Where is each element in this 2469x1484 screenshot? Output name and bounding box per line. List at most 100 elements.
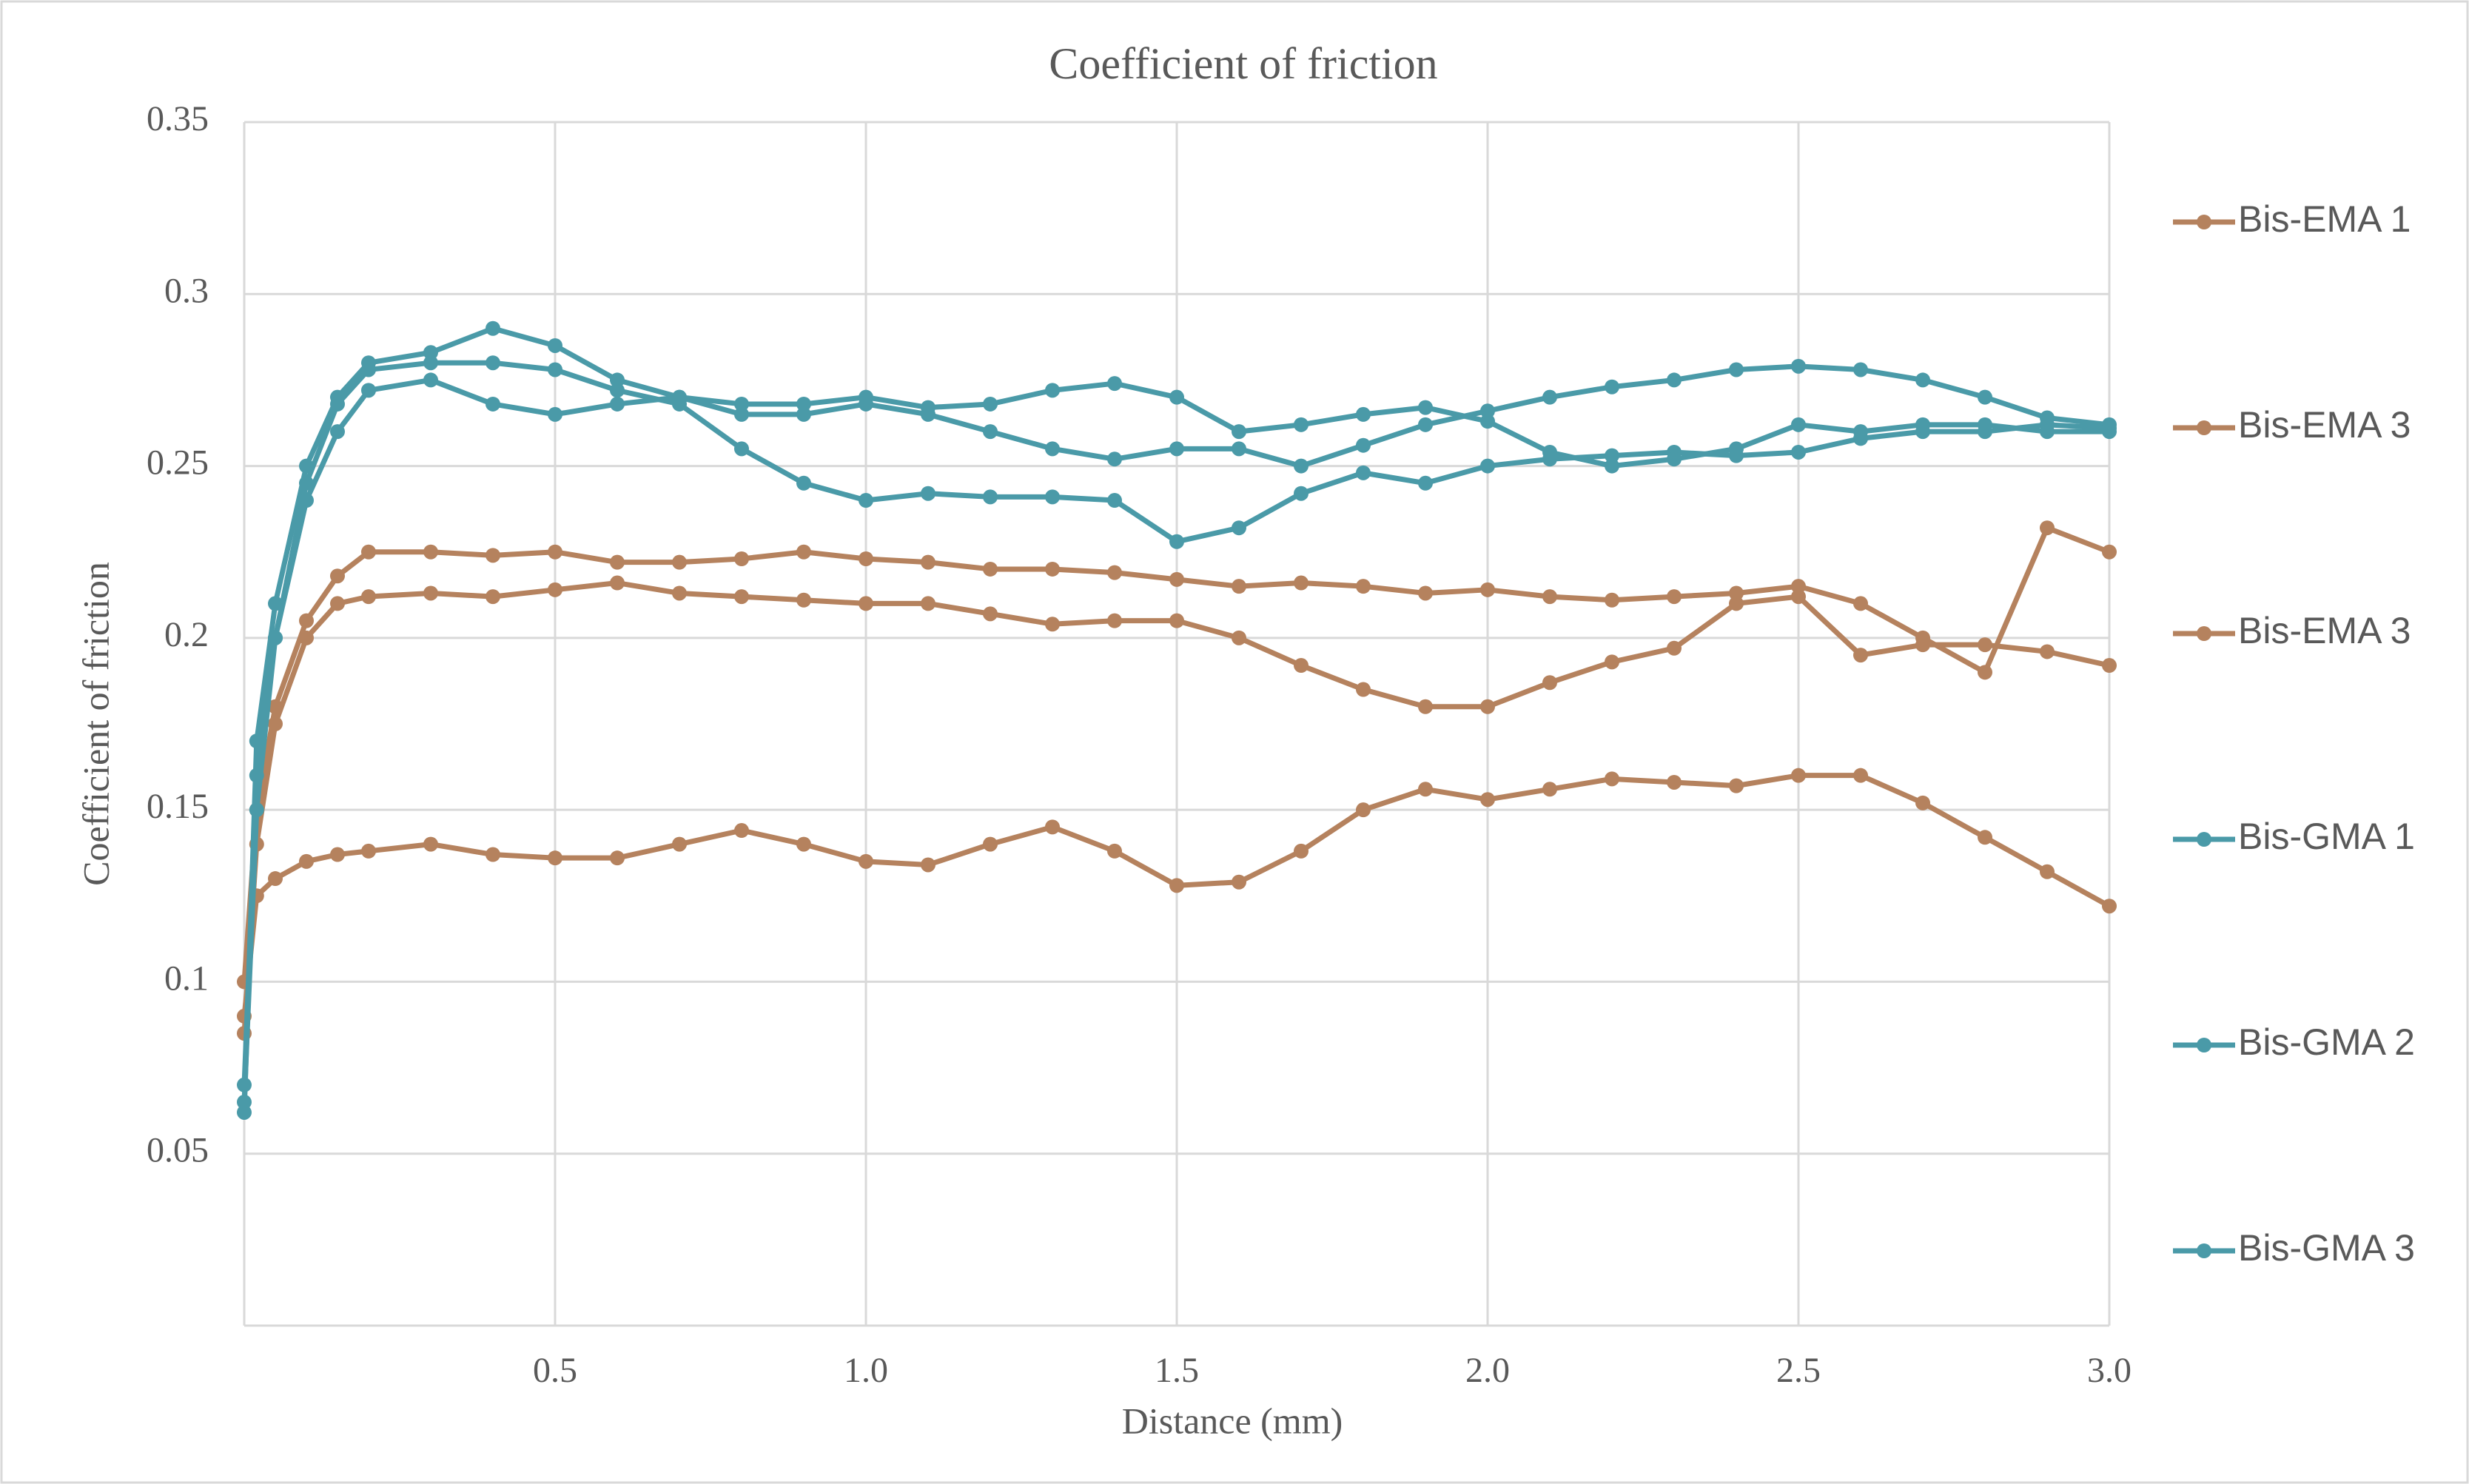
data-point (672, 554, 687, 570)
data-point (983, 836, 998, 852)
data-point (1294, 843, 1309, 859)
data-point (672, 836, 687, 852)
data-point (921, 554, 935, 570)
legend-label: Bis-GMA 2 (2238, 1021, 2415, 1063)
data-point (1418, 699, 1433, 714)
data-point (983, 561, 998, 577)
data-point (2040, 864, 2055, 879)
data-point (1107, 613, 1122, 628)
data-point (1356, 682, 1371, 697)
data-point (859, 551, 873, 567)
data-point (796, 836, 811, 852)
data-point (1294, 417, 1309, 432)
data-point (2102, 424, 2117, 440)
legend-item: Bis-EMA 1 (2173, 198, 2411, 240)
data-point (423, 836, 438, 852)
data-point (548, 362, 562, 377)
series-line (241, 773, 2111, 1017)
data-point (423, 544, 438, 560)
data-point (1667, 372, 1682, 388)
data-point (796, 396, 811, 412)
data-point (610, 396, 625, 412)
data-point (1418, 782, 1433, 797)
data-point (1356, 579, 1371, 594)
data-point (2040, 520, 2055, 536)
series (237, 575, 2117, 1041)
legend-label: Bis-EMA 1 (2238, 198, 2411, 240)
data-point (1480, 403, 1495, 419)
data-point (1480, 414, 1495, 429)
data-point (1791, 768, 1806, 783)
data-point (1542, 444, 1557, 460)
legend-marker (2197, 215, 2211, 229)
data-point (1791, 444, 1806, 460)
data-point (1107, 843, 1122, 859)
data-point (1605, 654, 1619, 670)
data-point (1169, 613, 1184, 628)
data-point (983, 489, 998, 505)
data-point (1294, 575, 1309, 591)
x-tick-label: 3.0 (2087, 1351, 2132, 1390)
data-point (1107, 493, 1122, 508)
data-point (921, 596, 935, 611)
data-point (1356, 802, 1371, 818)
data-point (1045, 489, 1060, 505)
data-point (1605, 379, 1619, 394)
data-point (1232, 874, 1246, 890)
data-point (1729, 778, 1744, 793)
data-point (1605, 771, 1619, 787)
data-point (299, 613, 314, 628)
data-point (1915, 417, 1930, 432)
data-point (423, 372, 438, 388)
data-point (1791, 589, 1806, 605)
data-point (237, 1095, 252, 1110)
data-point (1667, 774, 1682, 790)
data-point (1480, 582, 1495, 597)
data-point (796, 592, 811, 608)
data-point (983, 424, 998, 440)
data-point (1480, 699, 1495, 714)
data-point (1605, 458, 1619, 474)
data-point (330, 847, 345, 862)
data-point (361, 544, 376, 560)
data-point (1853, 768, 1868, 783)
x-tick-label: 1.5 (1155, 1351, 1199, 1390)
data-point (2040, 424, 2055, 440)
data-point (1978, 637, 1992, 653)
series (237, 372, 2117, 1110)
data-point (2102, 899, 2117, 914)
x-tick-label: 2.0 (1465, 1351, 1510, 1390)
data-point (268, 630, 283, 645)
data-point (734, 589, 749, 605)
legend-item: Bis-GMA 1 (2173, 816, 2415, 857)
data-point (548, 338, 562, 353)
data-point (299, 493, 314, 508)
data-point (1791, 358, 1806, 374)
data-point (1542, 589, 1557, 605)
chart-title: Coefficient of friction (1049, 39, 1437, 88)
legend-label: Bis-EMA 3 (2238, 610, 2411, 651)
y-tick-label: 0.3 (164, 271, 209, 310)
series (237, 768, 2117, 1024)
data-point (423, 585, 438, 601)
data-point (1045, 383, 1060, 398)
series-line (241, 326, 2110, 1113)
data-point (1729, 362, 1744, 377)
data-point (1729, 585, 1744, 601)
data-point (734, 823, 749, 839)
x-tick-label: 0.5 (533, 1351, 577, 1390)
data-point (423, 355, 438, 371)
data-point (1045, 819, 1060, 835)
y-tick-label: 0.1 (164, 958, 209, 998)
data-point (1542, 389, 1557, 405)
data-point (1667, 589, 1682, 605)
data-point (1791, 417, 1806, 432)
legend-label: Bis-GMA 3 (2238, 1227, 2415, 1269)
data-point (1294, 458, 1309, 474)
x-axis-label: Distance (mm) (1122, 1400, 1343, 1441)
data-point (486, 847, 500, 862)
data-point (1232, 630, 1246, 645)
y-tick-label: 0.25 (147, 443, 209, 483)
data-point (1107, 451, 1122, 467)
data-point (361, 362, 376, 377)
